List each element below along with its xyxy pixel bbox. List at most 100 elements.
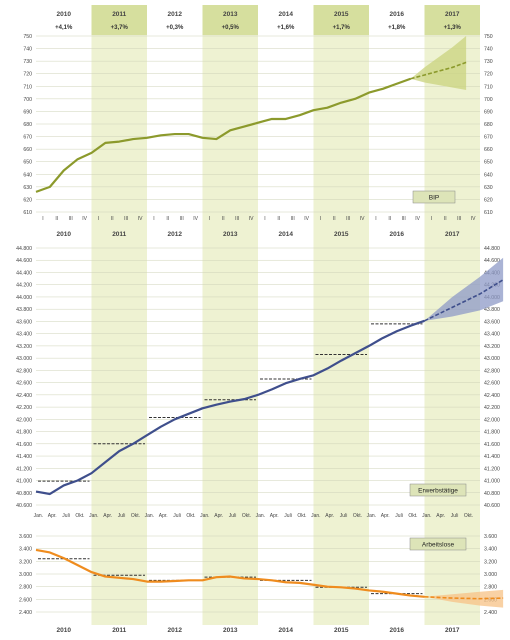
y-tick-right: 3.600	[484, 534, 497, 540]
y-tick-right: 3.200	[484, 559, 497, 565]
series-line-1	[35, 319, 425, 496]
x-tick-month: Apr.	[214, 513, 223, 519]
y-tick-left: 2.600	[19, 597, 32, 603]
growth-label-2014: +1,6%	[277, 25, 295, 31]
year-label-2012: 2012	[168, 231, 183, 238]
x-tick-month: Juli	[173, 513, 181, 519]
x-tick-month: Juli	[284, 513, 292, 519]
y-tick-right: 42.800	[484, 368, 500, 374]
y-tick-right: 710	[484, 84, 493, 90]
y-tick-left: 680	[23, 122, 32, 128]
x-tick-month: Apr.	[325, 513, 334, 519]
y-tick-right: 41.800	[484, 430, 500, 436]
x-tick-month: Apr.	[381, 513, 390, 519]
x-tick-month: Jan.	[256, 513, 265, 519]
x-tick-quarter: I	[264, 216, 265, 222]
year-band-head-2017	[424, 5, 480, 35]
x-tick-quarter: I	[320, 216, 321, 222]
x-tick-quarter: IV	[360, 216, 365, 222]
year-label-2017: 2017	[445, 231, 460, 238]
x-tick-month: Okt.	[242, 513, 251, 519]
year-label-2016: 2016	[390, 231, 405, 238]
x-tick-month: Apr.	[436, 513, 445, 519]
x-tick-month: Jan.	[145, 513, 154, 519]
year-label-2012: 2012	[168, 627, 183, 634]
y-tick-right: 740	[484, 47, 493, 53]
forecast-line-0	[410, 61, 467, 80]
x-tick-month: Okt.	[131, 513, 140, 519]
year-label-2015: 2015	[334, 11, 349, 18]
forecast-fan-1	[424, 257, 504, 321]
y-tick-right: 640	[484, 172, 493, 178]
x-tick-quarter: II	[222, 216, 225, 222]
year-band-2015	[313, 5, 369, 625]
y-tick-right: 41.000	[484, 479, 500, 485]
x-tick-month: Jan.	[367, 513, 376, 519]
x-tick-quarter: IV	[193, 216, 198, 222]
y-tick-left: 42.600	[16, 381, 32, 387]
y-tick-left: 43.200	[16, 344, 32, 350]
year-label-2010: 2010	[57, 11, 72, 18]
year-band-head-2013	[202, 5, 258, 35]
x-tick-month: Apr.	[103, 513, 112, 519]
y-tick-right: 730	[484, 59, 493, 65]
y-tick-left: 43.000	[16, 356, 32, 362]
y-tick-right: 2.400	[484, 610, 497, 616]
y-tick-right: 660	[484, 147, 493, 153]
y-tick-right: 3.000	[484, 572, 497, 578]
year-bands	[91, 5, 480, 625]
y-tick-left: 3.000	[19, 572, 32, 578]
y-tick-right: 650	[484, 160, 493, 166]
x-tick-quarter: II	[277, 216, 280, 222]
year-label-2013: 2013	[223, 627, 238, 634]
y-tick-right: 44.800	[484, 246, 500, 252]
y-tick-left: 710	[23, 84, 32, 90]
year-label-2015: 2015	[334, 231, 349, 238]
x-tick-month: Juli	[340, 513, 348, 519]
y-tick-right: 40.800	[484, 491, 500, 497]
y-tick-left: 2.800	[19, 585, 32, 591]
x-tick-quarter: III	[69, 216, 73, 222]
year-label-2014: 2014	[279, 11, 294, 18]
y-tick-left: 43.800	[16, 307, 32, 313]
y-tick-right: 750	[484, 34, 493, 40]
y-tick-left: 3.600	[19, 534, 32, 540]
x-tick-quarter: I	[98, 216, 99, 222]
y-tick-left: 42.200	[16, 405, 32, 411]
growth-label-2010: +4,1%	[55, 25, 73, 31]
year-band-head-2015	[313, 5, 369, 35]
y-tick-left: 41.600	[16, 442, 32, 448]
year-label-2014: 2014	[279, 231, 294, 238]
y-tick-right: 720	[484, 72, 493, 78]
y-tick-left: 40.600	[16, 503, 32, 509]
y-tick-right: 41.400	[484, 454, 500, 460]
x-tick-quarter: III	[291, 216, 295, 222]
year-label-2010: 2010	[57, 627, 72, 634]
year-label-2015: 2015	[334, 627, 349, 634]
y-tick-left: 41.200	[16, 466, 32, 472]
x-tick-quarter: IV	[415, 216, 420, 222]
y-tick-right: 690	[484, 109, 493, 115]
y-tick-left: 720	[23, 72, 32, 78]
series-lines	[35, 61, 504, 600]
x-tick-month: Apr.	[159, 513, 168, 519]
y-tick-right: 42.600	[484, 381, 500, 387]
series-line-2	[35, 548, 425, 598]
x-tick-quarter: IV	[138, 216, 143, 222]
axes: 610 610 620 620 630 630 640 640 650 650 660 660 670 6…	[16, 34, 500, 616]
y-tick-right: 43.400	[484, 332, 500, 338]
y-tick-left: 700	[23, 97, 32, 103]
year-label-2016: 2016	[390, 627, 405, 634]
x-tick-quarter: I	[209, 216, 210, 222]
x-tick-quarter: I	[431, 216, 432, 222]
x-tick-quarter: IV	[471, 216, 476, 222]
y-tick-left: 43.600	[16, 319, 32, 325]
y-tick-right: 2.800	[484, 585, 497, 591]
y-tick-left: 730	[23, 59, 32, 65]
x-tick-quarter: III	[457, 216, 461, 222]
x-tick-month: Okt.	[297, 513, 306, 519]
x-tick-quarter: I	[375, 216, 376, 222]
year-label-2017: 2017	[445, 627, 460, 634]
growth-label-2012: +0,3%	[166, 25, 184, 31]
